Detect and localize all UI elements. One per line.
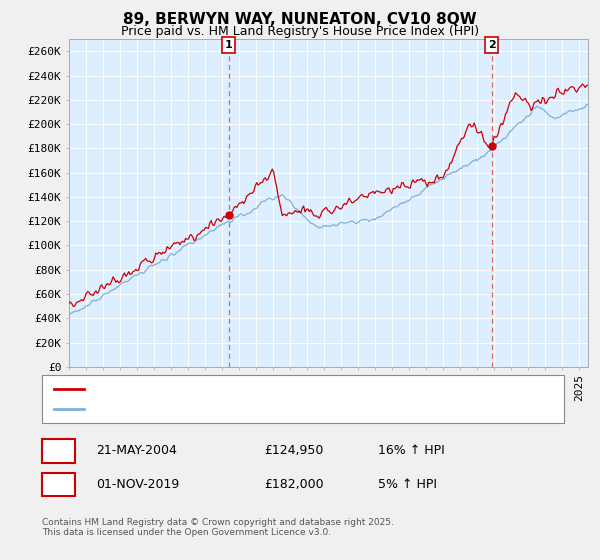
Text: 1: 1 <box>54 444 63 458</box>
Text: HPI: Average price, semi-detached house, Nuneaton and Bedworth: HPI: Average price, semi-detached house,… <box>93 404 442 414</box>
Text: 2: 2 <box>54 478 63 491</box>
Text: 21-MAY-2004: 21-MAY-2004 <box>96 444 177 458</box>
Text: 01-NOV-2019: 01-NOV-2019 <box>96 478 179 491</box>
Text: 2: 2 <box>488 40 496 50</box>
Text: Contains HM Land Registry data © Crown copyright and database right 2025.
This d: Contains HM Land Registry data © Crown c… <box>42 518 394 538</box>
Text: Price paid vs. HM Land Registry's House Price Index (HPI): Price paid vs. HM Land Registry's House … <box>121 25 479 38</box>
Text: 89, BERWYN WAY, NUNEATON, CV10 8QW: 89, BERWYN WAY, NUNEATON, CV10 8QW <box>123 12 477 27</box>
Text: £182,000: £182,000 <box>264 478 323 491</box>
Text: £124,950: £124,950 <box>264 444 323 458</box>
Text: 5% ↑ HPI: 5% ↑ HPI <box>378 478 437 491</box>
Text: 16% ↑ HPI: 16% ↑ HPI <box>378 444 445 458</box>
Text: 89, BERWYN WAY, NUNEATON, CV10 8QW (semi-detached house): 89, BERWYN WAY, NUNEATON, CV10 8QW (semi… <box>93 384 434 394</box>
Text: 1: 1 <box>225 40 232 50</box>
